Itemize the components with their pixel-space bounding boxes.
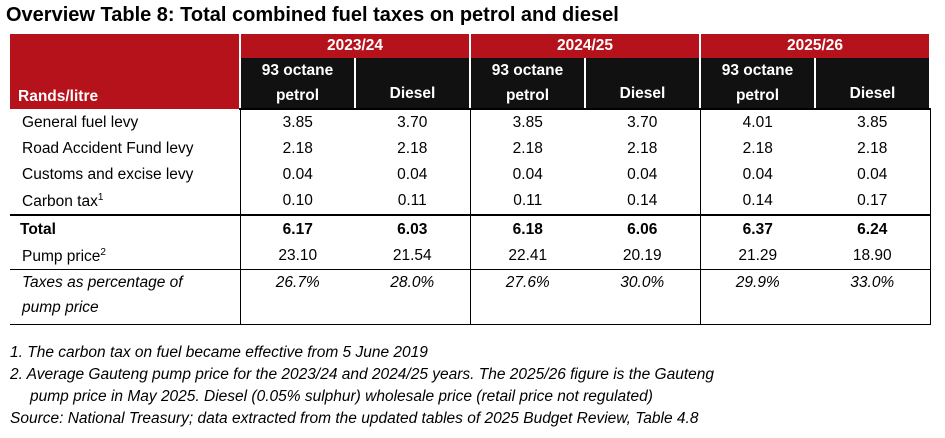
table-cell: 0.04 bbox=[397, 166, 428, 183]
table-cell: 30.0% bbox=[585, 269, 700, 325]
year-header-2025-26: 2025/26 bbox=[699, 34, 931, 58]
table-cell: 2.18 bbox=[469, 136, 585, 162]
footnote-2: 2. Average Gauteng pump price for the 20… bbox=[10, 366, 715, 383]
table-cell: 2.18 bbox=[699, 136, 815, 162]
tax-percentage-row: Taxes as percentage of pump price 26.7% 2… bbox=[10, 269, 931, 325]
table-cell: 0.11 bbox=[397, 192, 427, 209]
table-cell: 6.24 bbox=[815, 214, 931, 243]
table-cell: 3.70 bbox=[397, 114, 428, 131]
year-header-2024-25: 2024/25 bbox=[469, 34, 701, 58]
header-row-years: Rands/litre 2023/24 2024/25 2025/26 bbox=[10, 34, 931, 109]
table-cell: 0.04 bbox=[469, 162, 585, 188]
table-cell: 23.10 bbox=[239, 243, 355, 270]
table-cell: 21.54 bbox=[392, 247, 432, 264]
table-row: Carbon tax1 0.10 0.11 0.11 0.14 0.14 0.1… bbox=[10, 188, 931, 215]
table-cell: 26.7% bbox=[239, 269, 355, 325]
table-cell: 27.6% bbox=[469, 269, 585, 325]
table-cell: 22.41 bbox=[469, 243, 585, 270]
table-cell: 28.0% bbox=[355, 269, 470, 325]
row-label: Pump price2 bbox=[22, 246, 106, 265]
footnote-1: 1. The carbon tax on fuel became effecti… bbox=[10, 344, 428, 361]
row-label: Customs and excise levy bbox=[22, 166, 194, 183]
table-cell: 0.04 bbox=[239, 162, 355, 188]
col-header-diesel: Diesel bbox=[584, 58, 701, 110]
table-row: Road Accident Fund levy 2.18 2.18 2.18 2… bbox=[10, 136, 931, 162]
footnote-marker: 1 bbox=[97, 191, 104, 203]
table-cell: 0.17 bbox=[815, 188, 931, 215]
year-header-2023-24: 2023/24 bbox=[239, 34, 471, 58]
row-label: Total bbox=[10, 214, 240, 243]
table-cell: 3.70 bbox=[627, 114, 658, 131]
table-cell: 3.85 bbox=[239, 109, 355, 136]
table-cell: 0.04 bbox=[699, 162, 815, 188]
table-cell: 2.18 bbox=[627, 140, 658, 157]
table-cell: 18.90 bbox=[815, 243, 931, 270]
col-header-petrol: 93 octane petrol bbox=[239, 58, 356, 110]
footnote-marker: 2 bbox=[100, 246, 106, 258]
row-label: Road Accident Fund levy bbox=[22, 140, 194, 157]
table-row: General fuel levy 3.85 3.70 3.85 3.70 4.… bbox=[10, 109, 931, 136]
table-cell: 0.14 bbox=[627, 192, 658, 209]
footnotes: 1. The carbon tax on fuel became effecti… bbox=[10, 342, 714, 430]
table-cell: 2.18 bbox=[239, 136, 355, 162]
table-cell: 4.01 bbox=[699, 109, 815, 136]
table-cell: 0.11 bbox=[469, 188, 585, 215]
row-label-header: Rands/litre bbox=[10, 34, 240, 109]
table-cell: 33.0% bbox=[815, 269, 931, 325]
table-cell: 0.10 bbox=[239, 188, 355, 215]
row-label: Carbon tax1 bbox=[22, 191, 104, 210]
col-header-petrol: 93 octane petrol bbox=[469, 58, 586, 110]
table-cell: 0.04 bbox=[815, 162, 931, 188]
footnote-2-continuation: pump price in May 2025. Diesel (0.05% su… bbox=[30, 388, 653, 405]
table-cell: 2.18 bbox=[815, 136, 931, 162]
pump-price-row: Pump price2 23.10 21.54 22.41 20.19 21.2… bbox=[10, 243, 931, 270]
col-header-diesel: Diesel bbox=[354, 58, 471, 110]
row-label: General fuel levy bbox=[22, 113, 139, 131]
table-cell: 0.04 bbox=[627, 166, 658, 183]
table-title: Overview Table 8: Total combined fuel ta… bbox=[6, 4, 619, 26]
table-cell: 6.18 bbox=[469, 214, 585, 243]
total-row: Total 6.17 6.03 6.18 6.06 6.37 6.24 bbox=[10, 214, 931, 243]
table-cell: 0.14 bbox=[699, 188, 815, 215]
table-cell: 20.19 bbox=[622, 247, 662, 264]
table-cell: 6.37 bbox=[699, 214, 815, 243]
table-cell: 29.9% bbox=[699, 269, 815, 325]
fuel-tax-table: Rands/litre 2023/24 2024/25 2025/26 93 o… bbox=[10, 34, 931, 325]
header-row-fuel-types: 93 octane petrol Diesel 93 octane petrol D… bbox=[10, 58, 931, 110]
table-cell: 6.06 bbox=[585, 214, 700, 243]
table-cell: 3.85 bbox=[469, 109, 585, 136]
col-header-petrol: 93 octane petrol bbox=[699, 58, 816, 110]
row-label: Taxes as percentage of pump price bbox=[10, 269, 240, 325]
table-cell: 2.18 bbox=[397, 140, 428, 157]
table-cell: 21.29 bbox=[699, 243, 815, 270]
col-header-diesel: Diesel bbox=[814, 58, 931, 110]
table-cell: 3.85 bbox=[815, 109, 931, 136]
table-cell: 6.17 bbox=[239, 214, 355, 243]
source-note: Source: National Treasury; data extracte… bbox=[10, 410, 699, 427]
table-cell: 6.03 bbox=[355, 214, 470, 243]
table-row: Customs and excise levy 0.04 0.04 0.04 0… bbox=[10, 162, 931, 188]
